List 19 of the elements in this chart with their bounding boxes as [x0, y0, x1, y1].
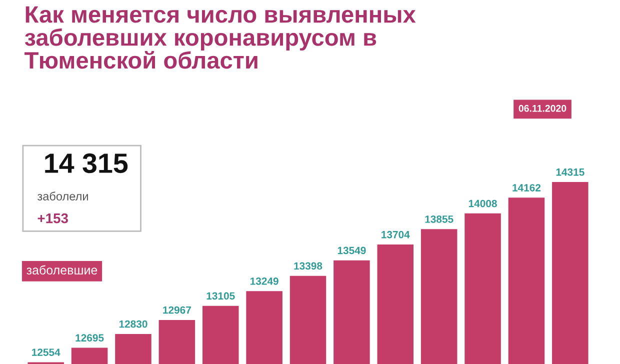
data-label: 13704 — [382, 230, 410, 238]
data-label: 13105 — [206, 292, 235, 300]
annotation: +153 — [38, 213, 68, 224]
data-label: 13855 — [425, 215, 454, 223]
text: 14 315 — [45, 153, 128, 174]
data-label: 12554 — [32, 348, 60, 356]
data-label: 14162 — [512, 184, 541, 192]
data-label: 14008 — [468, 200, 497, 208]
data-label: 12695 — [76, 334, 104, 342]
data-label: 13398 — [294, 262, 322, 270]
annotation: заболевшие — [26, 265, 98, 275]
data-label: 13249 — [250, 277, 278, 285]
data-label: 12830 — [119, 320, 148, 328]
chart-title: Как меняется число выявленных заболевших коронавирусом в Тюменской области — [24, 6, 416, 69]
data-label: 14315 — [556, 168, 584, 176]
data-label: 12967 — [163, 306, 191, 314]
data-label: 13549 — [338, 246, 366, 254]
text: 06.11.2020 — [518, 104, 566, 112]
annotation: заболели — [37, 192, 88, 200]
